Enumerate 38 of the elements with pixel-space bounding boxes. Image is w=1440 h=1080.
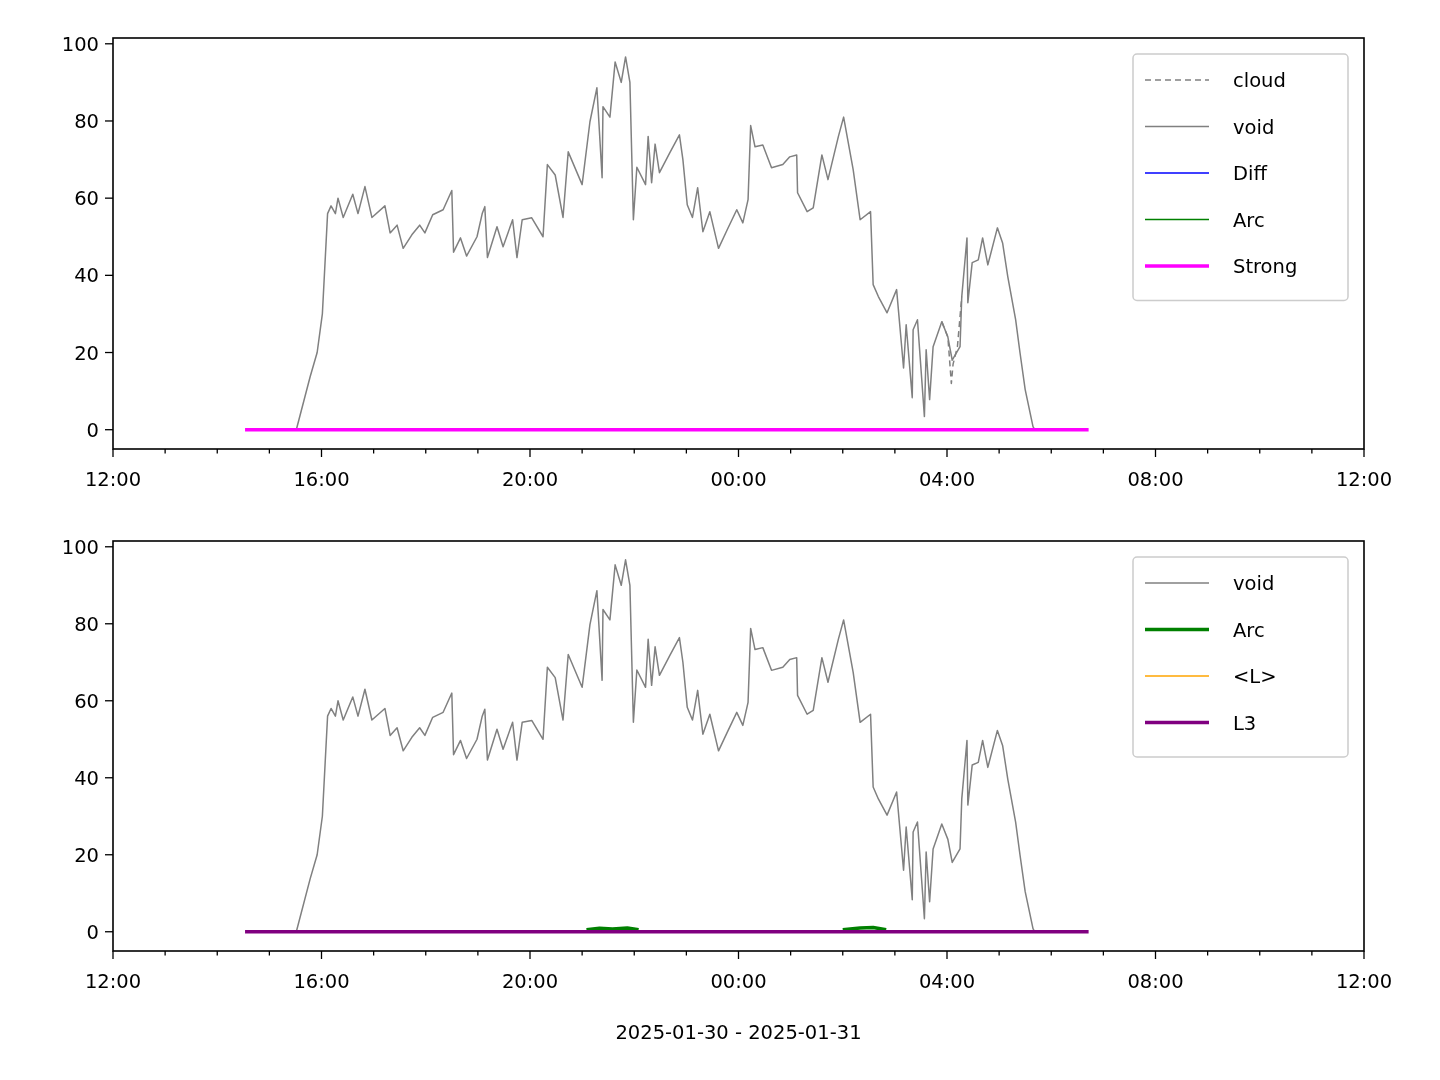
legend-label: void [1233,115,1275,139]
y-tick-label: 40 [74,264,99,288]
x-tick-label: 12:00 [1335,468,1393,491]
y-tick-label: 100 [61,535,99,559]
x-tick-label: 20:00 [501,468,559,491]
legend-label: void [1233,572,1275,595]
legend-label: Arc [1233,618,1265,642]
x-tick-label: 08:00 [1127,970,1184,993]
y-tick-label: 40 [74,766,99,790]
legend-label: <L> [1233,665,1277,688]
legend-label: Diff [1233,162,1268,185]
y-tick-label: 60 [74,187,99,211]
legend-label: Strong [1233,255,1298,278]
x-tick-label: 04:00 [918,468,976,491]
x-tick-label: 04:00 [918,970,976,993]
line-series [295,559,1036,933]
line-series [295,56,1036,431]
x-tick-label: 12:00 [84,468,142,491]
x-tick-label: 12:00 [84,970,142,993]
legend-label: Arc [1233,208,1265,232]
y-tick-label: 20 [74,843,99,867]
x-tick-label: 00:00 [710,970,767,993]
x-axis-title: 2025-01-30 - 2025-01-31 [615,1021,862,1044]
x-tick-label: 20:00 [501,970,559,993]
y-tick-label: 80 [74,612,99,636]
y-tick-label: 20 [74,341,99,365]
x-tick-label: 16:00 [293,468,350,491]
x-tick-label: 12:00 [1335,970,1393,993]
x-tick-label: 08:00 [1127,468,1184,491]
y-tick-label: 0 [86,920,99,944]
x-tick-label: 16:00 [293,970,350,993]
y-tick-label: 60 [74,689,99,713]
x-tick-label: 00:00 [710,468,767,491]
legend-label: cloud [1233,69,1286,92]
legend-label: L3 [1233,711,1257,735]
y-tick-label: 100 [61,32,99,56]
y-tick-label: 80 [74,109,99,133]
y-tick-label: 0 [86,418,99,442]
